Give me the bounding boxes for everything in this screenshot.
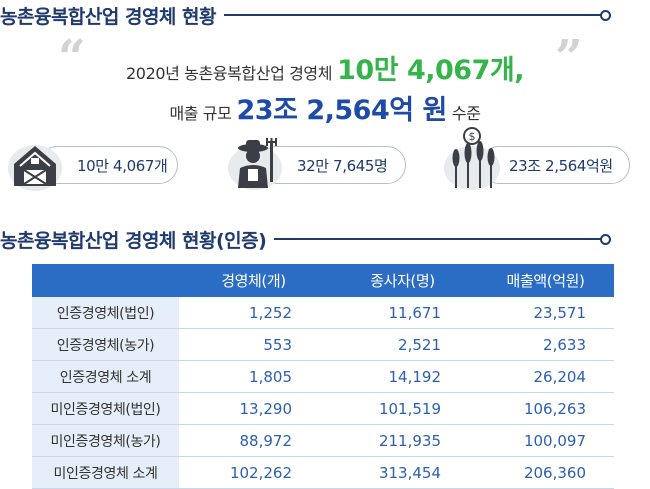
stat-box-workers: 32만 7,645명 (258, 146, 406, 184)
cell-revenue: 206,360 (477, 456, 614, 489)
section-title-text: 농촌융복합산업 경영체 현황(인증) (0, 229, 267, 252)
headline-line2-highlight: 23조 2,564억 원 (236, 95, 448, 126)
table-header-row: 경영체(개) 종사자(명) 매출액(억원) (32, 264, 614, 297)
cell-businesses: 1,252 (179, 297, 328, 329)
table-header-workers: 종사자(명) (328, 264, 477, 297)
cell-revenue: 26,204 (477, 360, 614, 393)
table-header-corner (32, 264, 179, 297)
table-row: 미인증경영체(농가) 88,972 211,935 100,097 (32, 424, 614, 457)
cell-workers: 101,519 (328, 392, 477, 425)
table-row: 인증경영체(법인) 1,252 11,671 23,571 (32, 297, 614, 329)
cell-businesses: 553 (179, 328, 328, 361)
row-label: 미인증경영체 소계 (32, 456, 179, 489)
section-title-overview: 농촌융복합산업 경영체 현황 (0, 0, 611, 30)
title-divider (274, 234, 611, 245)
business-status-table: 경영체(개) 종사자(명) 매출액(억원) 인증경영체(법인) 1,252 11… (32, 264, 614, 489)
row-label: 인증경영체 소계 (32, 360, 179, 393)
section-title-certified: 농촌융복합산업 경영체 현황(인증) (0, 224, 611, 254)
stat-value-revenue: 23조 2,564억원 (509, 156, 613, 175)
row-label: 미인증경영체(농가) (32, 424, 179, 457)
barn-icon (8, 145, 62, 191)
cell-revenue: 106,263 (477, 392, 614, 425)
divider-dot (600, 234, 611, 245)
svg-text:$: $ (469, 130, 476, 143)
headline-line-2: 매출 규모 23조 2,564억 원 수준 (0, 88, 650, 127)
cell-businesses: 13,290 (179, 392, 328, 425)
row-label: 미인증경영체(법인) (32, 392, 179, 425)
headline-line2-prefix: 매출 규모 (169, 104, 232, 123)
cell-businesses: 1,805 (179, 360, 328, 393)
headline-line1-prefix: 2020년 농촌융복합산업 경영체 (126, 64, 333, 83)
farmer-icon (228, 138, 282, 190)
row-label: 인증경영체(농가) (32, 328, 179, 361)
cell-workers: 313,454 (328, 456, 477, 489)
table-header-businesses: 경영체(개) (179, 264, 328, 297)
stat-value-businesses: 10만 4,067개 (77, 156, 168, 175)
close-quote-icon: ” (555, 30, 583, 86)
table-row: 미인증경영체 소계 102,262 313,454 206,360 (32, 456, 614, 489)
table-row: 미인증경영체(법인) 13,290 101,519 106,263 (32, 392, 614, 425)
cell-workers: 11,671 (328, 297, 477, 329)
stat-box-revenue: 23조 2,564억원 (480, 146, 630, 184)
row-label: 인증경영체(법인) (32, 297, 179, 329)
stat-value-workers: 32만 7,645명 (297, 156, 388, 175)
cell-revenue: 100,097 (477, 424, 614, 457)
cell-businesses: 88,972 (179, 424, 328, 457)
table-row: 인증경영체 소계 1,805 14,192 26,204 (32, 360, 614, 393)
divider-dot (600, 10, 611, 21)
cell-businesses: 102,262 (179, 456, 328, 489)
cell-workers: 2,521 (328, 328, 477, 361)
headline-line1-highlight: 10만 4,067개, (337, 55, 524, 86)
cell-workers: 14,192 (328, 360, 477, 393)
table-row: 인증경영체(농가) 553 2,521 2,633 (32, 328, 614, 361)
cell-workers: 211,935 (328, 424, 477, 457)
section-title-text: 농촌융복합산업 경영체 현황 (0, 5, 217, 28)
title-divider (224, 10, 611, 21)
cell-revenue: 2,633 (477, 328, 614, 361)
headline-line-1: 2020년 농촌융복합산업 경영체 10만 4,067개, (0, 48, 650, 87)
crops-money-icon: $ (444, 127, 500, 190)
open-quote-icon: “ (58, 30, 86, 86)
table-header-revenue: 매출액(억원) (477, 264, 614, 297)
headline-line2-suffix: 수준 (451, 104, 481, 123)
cell-revenue: 23,571 (477, 297, 614, 329)
